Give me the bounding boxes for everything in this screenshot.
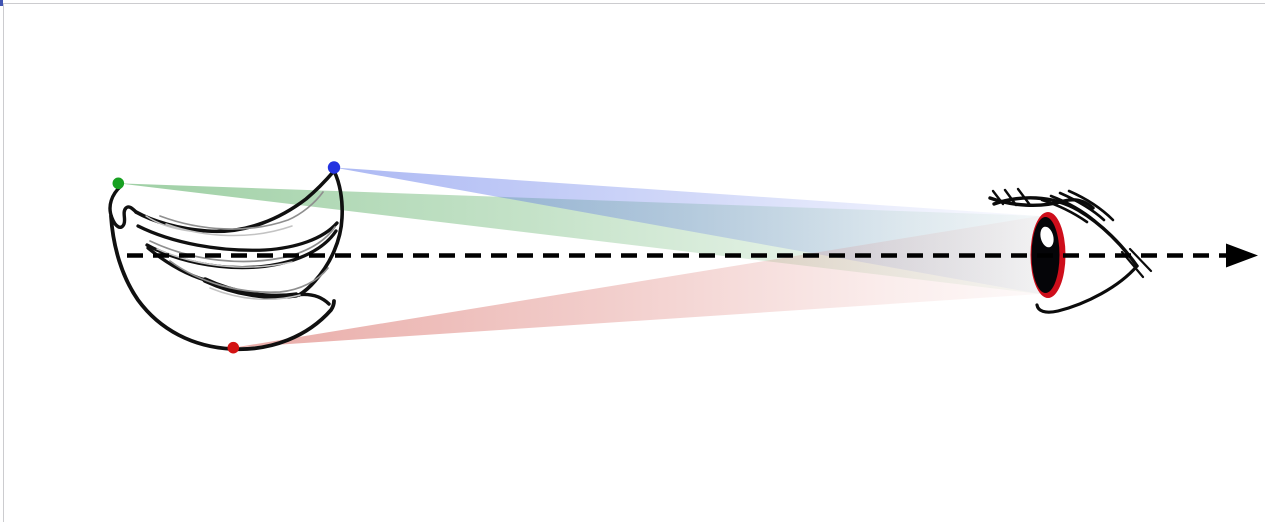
- banana-outline: [108, 184, 138, 229]
- corner-cursor-artifact: [0, 0, 3, 6]
- optical-axis: [127, 243, 1258, 268]
- eyelash: [1040, 198, 1089, 224]
- red-point: [227, 341, 240, 354]
- light-beams: [118, 167, 1041, 348]
- banana-detail-line: [149, 226, 336, 263]
- banana-bunch-drawing: [108, 169, 344, 352]
- lower-eyelid: [1035, 264, 1139, 314]
- banana-detail-line: [165, 223, 293, 237]
- banana-outline: [294, 292, 331, 306]
- banana-detail-line: [209, 287, 301, 301]
- eyelash: [991, 189, 1005, 206]
- banana-outline: [136, 221, 339, 252]
- eyelash: [1049, 194, 1097, 223]
- eyelash: [1067, 189, 1115, 222]
- frame-top-border: [0, 3, 1265, 4]
- optical-axis-arrowhead: [1226, 243, 1258, 268]
- eyelash: [1016, 187, 1032, 207]
- eyelash: [1003, 188, 1018, 207]
- banana-detail-line: [145, 215, 191, 232]
- blue-point: [327, 161, 341, 174]
- eyelash: [1058, 191, 1106, 222]
- corner-eyelash: [1128, 247, 1153, 273]
- eye-drawing: [988, 187, 1153, 314]
- banana-outline: [202, 277, 299, 300]
- green-point: [112, 177, 125, 190]
- object-points: [112, 161, 341, 354]
- frame-left-border: [3, 3, 4, 522]
- banana-outline: [297, 169, 344, 297]
- eye-highlight: [1040, 226, 1054, 248]
- banana-detail-line: [169, 260, 329, 294]
- red-light-beam: [233, 216, 1041, 348]
- banana-detail-line: [156, 248, 293, 268]
- banana-detail-line: [159, 191, 324, 230]
- banana-outline: [134, 169, 336, 234]
